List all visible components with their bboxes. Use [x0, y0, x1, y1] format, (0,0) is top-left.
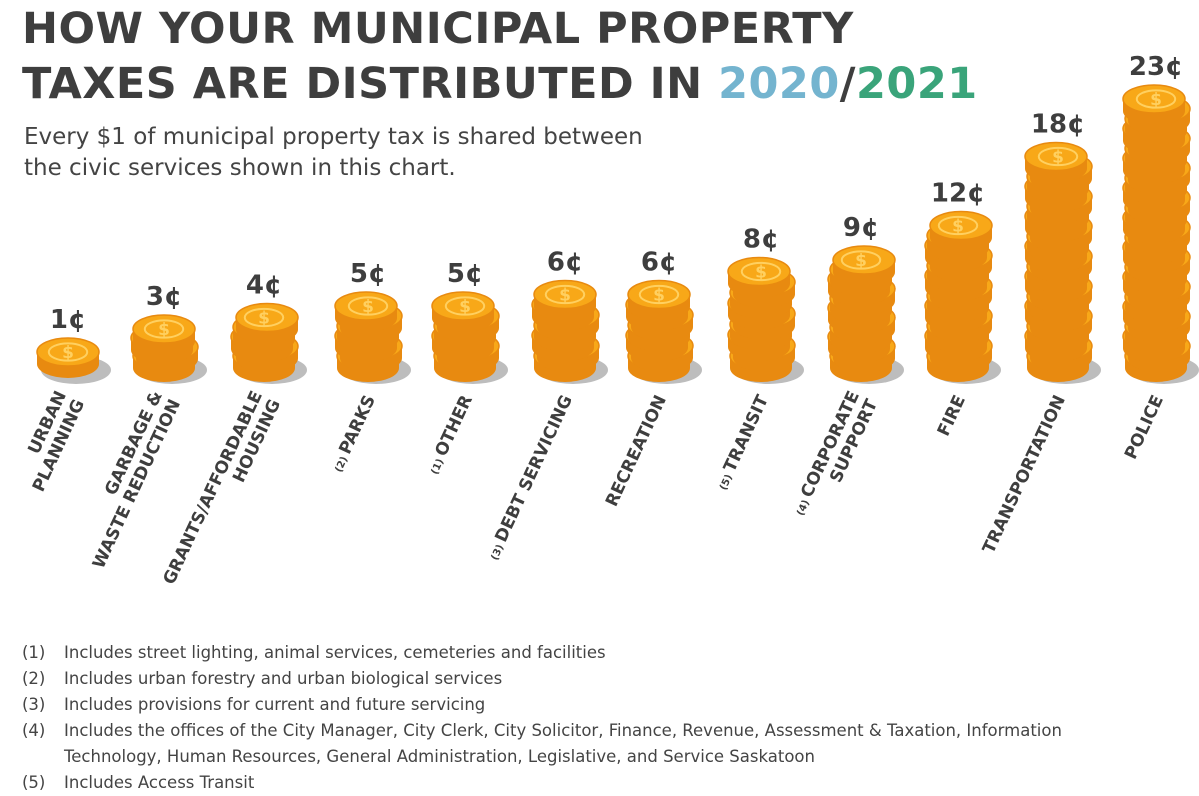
footnote-text: Includes provisions for current and futu…: [64, 695, 486, 714]
coin-ring: [544, 284, 586, 305]
category-label: FIRE: [934, 392, 970, 439]
value-label: 9¢: [843, 213, 879, 243]
svg-text:FIRE: FIRE: [934, 392, 970, 439]
coin-ring: [937, 215, 979, 236]
page-title: HOW YOUR MUNICIPAL PROPERTY TAXES ARE DI…: [22, 2, 978, 112]
footnote-mark: (2): [22, 669, 46, 688]
footnote-text: Includes Access Transit: [64, 773, 255, 792]
footnote-text: Includes urban forestry and urban biolog…: [64, 669, 503, 688]
dollar-icon: $: [952, 217, 964, 237]
category-label: (3) DEBT SERVICING: [483, 392, 577, 563]
footnote-3: (3) Includes provisions for current and f…: [22, 692, 1074, 718]
subtitle: Every $1 of municipal property tax is sh…: [24, 124, 643, 181]
value-label: 5¢: [447, 259, 483, 289]
category-label: (1) OTHER: [423, 392, 477, 477]
coin-ring: [1037, 146, 1079, 167]
svg-text:TRANSPORTATION: TRANSPORTATION: [979, 392, 1070, 557]
footnotes-list: (1) Includes street lighting, animal serv…: [22, 640, 1074, 796]
title-line-2: TAXES ARE DISTRIBUTED IN: [22, 59, 719, 109]
coin-stack-1: $1¢: [36, 305, 111, 384]
svg-text:GRANTS/AFFORDABLEHOUSING: GRANTS/AFFORDABLEHOUSING: [160, 388, 285, 596]
dollar-icon: $: [855, 251, 867, 271]
category-label: GRANTS/AFFORDABLEHOUSING: [160, 388, 285, 596]
dollar-icon: $: [559, 286, 571, 306]
dollar-icon: $: [158, 320, 170, 340]
footnote-mark: (3): [22, 695, 46, 714]
title-line-1: HOW YOUR MUNICIPAL PROPERTY: [22, 4, 854, 54]
coin-stack-9: $9¢: [827, 213, 904, 384]
category-label: GARBAGE &WASTE REDUCTION: [71, 388, 185, 572]
svg-text:GARBAGE &WASTE REDUCTION: GARBAGE &WASTE REDUCTION: [71, 388, 185, 572]
coin-ring: [47, 342, 89, 362]
dollar-icon: $: [1150, 90, 1162, 110]
coin-stack-10: $12¢: [924, 179, 1001, 384]
svg-text:RECREATION: RECREATION: [602, 392, 671, 510]
title-year-2021: 2021: [856, 59, 978, 109]
svg-text:URBANPLANNING: URBANPLANNING: [11, 388, 89, 495]
coin-stack-7: $6¢: [625, 248, 702, 384]
footnote-2: (2) Includes urban forestry and urban bio…: [22, 666, 1074, 692]
category-label: RECREATION: [602, 392, 671, 510]
footnote-text: Includes street lighting, animal service…: [64, 643, 606, 662]
footnote-mark: (4): [22, 721, 46, 740]
coin-stack-11: $18¢: [1024, 110, 1101, 384]
svg-text:(3) DEBT SERVICING: (3) DEBT SERVICING: [483, 392, 577, 563]
svg-text:(5) TRANSIT: (5) TRANSIT: [712, 392, 773, 493]
svg-text:(1) OTHER: (1) OTHER: [423, 392, 477, 477]
coin-ring: [143, 319, 185, 339]
dollar-icon: $: [459, 297, 471, 317]
coin-ring: [740, 261, 782, 282]
dollar-icon: $: [62, 343, 74, 363]
value-label: 18¢: [1031, 110, 1085, 140]
footnote-text: Includes the offices of the City Manager…: [64, 721, 1062, 766]
dollar-icon: $: [653, 286, 665, 306]
dollar-icon: $: [258, 309, 270, 329]
coin-ring: [243, 307, 285, 328]
category-label: (2) PARKS: [327, 392, 380, 475]
value-label: 6¢: [547, 248, 583, 278]
coin-stack-12: $23¢: [1122, 52, 1199, 384]
svg-text:(4) CORPORATESUPPORT: (4) CORPORATESUPPORT: [789, 388, 882, 527]
coin-ring: [840, 250, 882, 270]
svg-text:(2) PARKS: (2) PARKS: [327, 392, 380, 475]
category-label: URBANPLANNING: [11, 388, 89, 495]
coin: [627, 279, 691, 321]
coin-stack-8: $8¢: [727, 225, 804, 384]
value-label: 3¢: [146, 282, 182, 312]
coin: [36, 337, 100, 378]
coin-ring: [347, 296, 389, 316]
category-label: (4) CORPORATESUPPORT: [789, 388, 882, 527]
value-label: 12¢: [931, 179, 985, 209]
value-label: 4¢: [246, 271, 282, 301]
value-label: 6¢: [641, 248, 677, 278]
dollar-icon: $: [362, 297, 374, 317]
title-slash: /: [839, 59, 856, 109]
coin-stack-5: $5¢: [431, 259, 508, 384]
footnote-5: (5) Includes Access Transit: [22, 770, 1074, 796]
value-label: 1¢: [50, 305, 86, 335]
coin-ring: [444, 296, 486, 316]
coin-stack-6: $6¢: [531, 248, 608, 384]
coin-stack-chart: $1¢URBANPLANNING$3¢GARBAGE &WASTE REDUCT…: [11, 52, 1199, 596]
value-label: 5¢: [350, 259, 386, 289]
coin-ring: [638, 284, 680, 305]
footnote-1: (1) Includes street lighting, animal serv…: [22, 640, 1074, 666]
category-label: (5) TRANSIT: [712, 392, 773, 493]
footnote-mark: (5): [22, 773, 46, 792]
category-label: TRANSPORTATION: [979, 392, 1070, 557]
coin-stack-2: $3¢: [130, 282, 207, 384]
svg-text:POLICE: POLICE: [1121, 392, 1168, 462]
footnote-mark: (1): [22, 643, 46, 662]
dollar-icon: $: [755, 263, 767, 283]
footnote-4: (4) Includes the offices of the City Mana…: [22, 718, 1074, 770]
coin-ring: [1135, 89, 1177, 109]
value-label: 8¢: [743, 225, 779, 255]
value-label: 23¢: [1129, 52, 1183, 82]
category-label: POLICE: [1121, 392, 1168, 462]
title-year-2020: 2020: [718, 59, 840, 109]
dollar-icon: $: [1052, 148, 1064, 168]
coin-stack-3: $4¢: [230, 271, 307, 384]
coin-stack-4: $5¢: [334, 259, 411, 384]
